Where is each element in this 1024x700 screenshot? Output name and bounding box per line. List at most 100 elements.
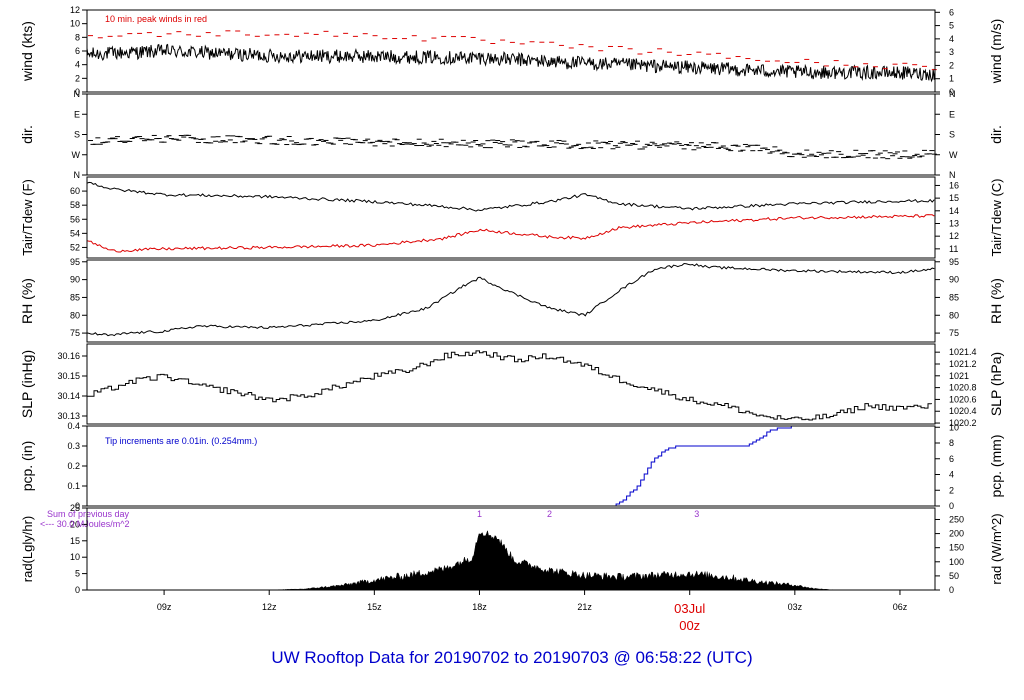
left-axis-label: dir. [19,125,35,144]
series-line [86,43,936,83]
right-axis-label: wind (m/s) [988,19,1004,85]
right-tick-label: 11 [949,244,958,254]
left-tick-label: 80 [70,310,80,320]
right-tick-label: 1 [949,74,954,84]
right-tick-label: 0 [949,501,954,511]
right-tick-label: 2 [949,60,954,70]
right-tick-label: 95 [949,257,959,267]
left-tick-label: S [74,130,80,140]
right-tick-label: 1021.4 [949,347,977,357]
left-tick-label: 90 [70,275,80,285]
left-tick-label: 60 [70,186,80,196]
right-tick-label: 5 [949,21,954,31]
panel-slp: 30.1330.1430.1530.161020.21020.41020.610… [19,343,1004,428]
left-tick-label: 30.14 [57,391,80,401]
cloud-marker: 1 [477,509,482,519]
series-area [87,529,935,591]
x-tick-label: 18z [472,602,487,612]
left-axis-label: RH (%) [19,278,35,324]
right-tick-label: 150 [949,543,964,553]
right-axis-label: RH (%) [988,278,1004,324]
right-axis-label: Tair/Tdew (C) [989,178,1004,256]
panel-frame [86,9,936,93]
right-tick-label: 4 [949,34,954,44]
panel-frame [86,259,936,343]
series-line [86,214,935,253]
left-tick-label: 25 [70,503,80,513]
right-tick-label: 1021 [949,371,969,381]
panel-frame [86,507,936,591]
left-axis-label: pcp. (in) [19,441,35,492]
series-line [86,181,935,212]
left-tick-label: 58 [70,200,80,210]
left-tick-label: 15 [70,536,80,546]
left-tick-label: 0 [75,585,80,595]
right-tick-label: N [949,89,956,99]
panel-frame [86,93,936,176]
right-tick-label: 2 [949,485,954,495]
x-tick-label: 12z [262,602,277,612]
right-tick-label: 100 [949,557,964,567]
right-tick-label: 16 [949,180,959,190]
series-radiation [87,529,935,591]
panel-temp: 52 54 56 58 60 11 12 13 14 15 16 Tair/Tdew (F) Tair/… [20,176,1004,259]
series-line [87,350,932,421]
left-tick-label: N [74,170,81,180]
right-tick-label: 250 [949,514,964,524]
right-tick-label: 6 [949,7,954,17]
series-Tdew [86,214,935,253]
series-peak-winds [88,30,937,71]
x-tick-label: 09z [157,602,172,612]
cloud-marker: 2 [547,509,552,519]
right-tick-label: S [949,130,955,140]
series-line [86,262,935,337]
right-tick-label: 8 [949,438,954,448]
left-tick-label: 54 [70,228,80,238]
series-wind-direction [88,134,937,160]
left-tick-label: 30.15 [57,371,80,381]
x-tick-label: 06z [893,602,908,612]
right-tick-label: 1020.4 [949,406,977,416]
right-tick-label: 200 [949,529,964,539]
left-tick-label: E [74,109,80,119]
right-tick-label: 85 [949,292,959,302]
right-tick-label: E [949,109,955,119]
left-tick-label: 30.13 [57,411,80,421]
right-tick-label: 80 [949,310,959,320]
panel-frame [86,343,936,425]
left-tick-label: 5 [75,569,80,579]
left-tick-label: 75 [70,328,80,338]
right-tick-label: 14 [949,206,959,216]
right-tick-label: 50 [949,571,959,581]
left-tick-label: 4 [75,60,80,70]
panel-annotation: Sum of previous day [47,509,130,519]
left-tick-label: 0.1 [67,481,80,491]
right-tick-label: 1020.6 [949,394,977,404]
left-axis-label: rad(Lgly/hr) [20,516,35,582]
left-tick-label: 0 [75,501,80,511]
x-date-label: 03Jul [674,601,705,616]
left-tick-label: 95 [70,257,80,267]
right-tick-label: 15 [949,193,959,203]
panel-annotation: 10 min. peak winds in red [105,14,207,24]
left-tick-label: 12 [70,5,80,15]
left-tick-label: 6 [75,46,80,56]
chart-title: UW Rooftop Data for 20190702 to 20190703… [271,648,753,667]
panel-frame [86,176,936,259]
left-axis-label: SLP (inHg) [19,350,35,418]
right-axis-label: pcp. (mm) [988,435,1004,498]
left-tick-label: 0.3 [67,441,80,451]
right-axis-label: rad (W/m^2) [989,513,1004,584]
series-Tair [86,181,935,212]
left-tick-label: 10 [70,19,80,29]
left-tick-label: 0.4 [67,421,80,431]
right-tick-label: 13 [949,218,959,228]
x-tick-label: 21z [577,602,592,612]
left-tick-label: 56 [70,214,80,224]
left-tick-label: 0 [75,87,80,97]
panel-pcp: 0 0.1 0.2 0.3 0.4 0 2 4 6 8 10 pcp. (in) pcp. (mm) Ti… [19,421,1004,511]
x-tick-label: 15z [367,602,382,612]
